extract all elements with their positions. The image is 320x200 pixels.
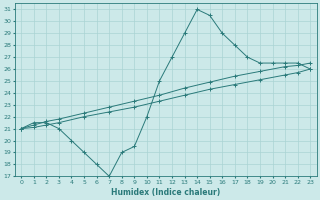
X-axis label: Humidex (Indice chaleur): Humidex (Indice chaleur) <box>111 188 220 197</box>
